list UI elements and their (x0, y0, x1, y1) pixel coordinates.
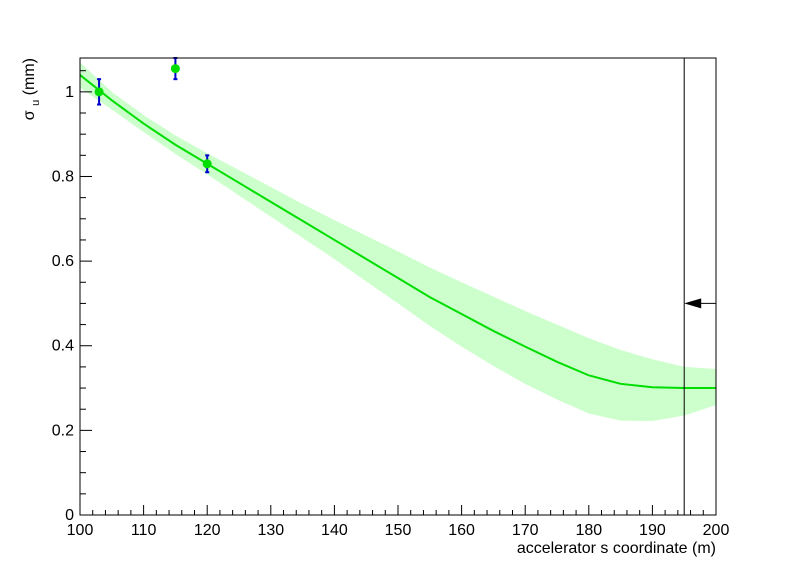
y-axis-label-symbol: σ (21, 110, 38, 120)
x-tick-label: 180 (575, 522, 602, 539)
x-tick-label: 190 (639, 522, 666, 539)
y-tick-label: 0.8 (52, 168, 74, 185)
x-tick-label: 120 (194, 522, 221, 539)
fit-line-layer (79, 74, 716, 390)
y-tick-label: 0.6 (52, 253, 74, 270)
y-axis-ticks: 0 0.2 0.4 0.6 0.8 1 (52, 70, 92, 524)
x-tick-label: 140 (321, 522, 348, 539)
confidence-band (80, 62, 716, 422)
y-tick-label: 1 (65, 84, 74, 101)
x-tick-label: 150 (385, 522, 412, 539)
measurement-point (202, 159, 212, 169)
y-tick-label: 0.4 (52, 338, 74, 355)
x-axis-label: accelerator s coordinate (m) (517, 540, 716, 557)
x-tick-label: 170 (512, 522, 539, 539)
x-tick-label: 110 (131, 522, 157, 539)
confidence-band-layer (80, 62, 716, 422)
y-axis-label-subscript: u (30, 100, 42, 106)
y-axis-label: σ u (mm) (21, 58, 43, 120)
x-tick-label: 200 (703, 522, 730, 539)
x-tick-label: 160 (448, 522, 475, 539)
x-axis-ticks: 100 110 120 130 140 150 160 170 180 190 200 (67, 505, 730, 539)
x-tick-label: 130 (257, 522, 284, 539)
measurement-point (94, 87, 104, 97)
annotation-layer (683, 58, 716, 515)
measurement-points-layer (94, 57, 212, 174)
measurement-point (170, 64, 180, 74)
arrow-head (684, 298, 702, 309)
y-axis-label-unit: (mm) (21, 58, 38, 95)
y-tick-label: 0 (65, 507, 74, 524)
fit-line (79, 74, 716, 390)
x-tick-label: 100 (67, 522, 94, 539)
y-tick-label: 0.2 (52, 422, 74, 439)
